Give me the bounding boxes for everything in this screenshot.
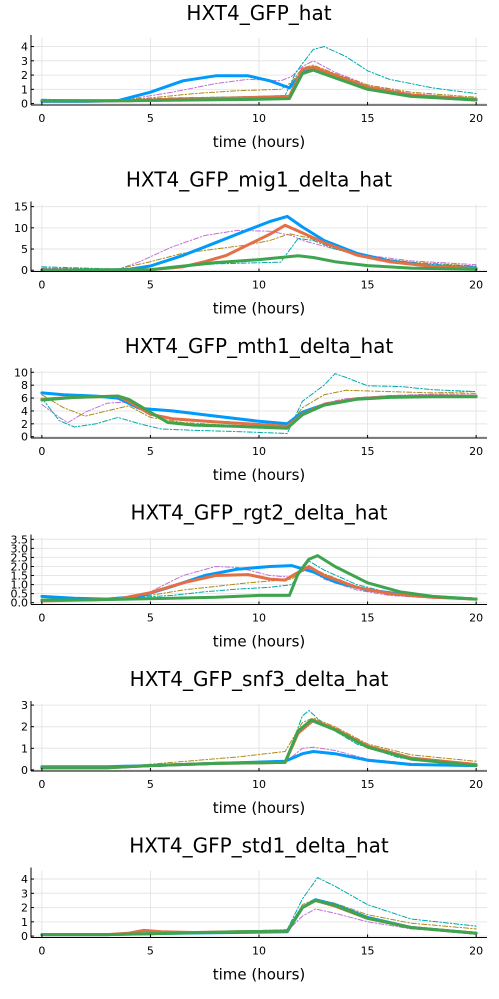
chart-title: HXT4_GFP_mig1_delta_hat: [126, 168, 392, 192]
y-tick-label: 2.0: [11, 560, 29, 573]
x-tick-label: 15: [361, 945, 375, 958]
x-axis-label: time (hours): [213, 799, 306, 817]
series-3-line: [40, 68, 478, 103]
series-6-line: [41, 373, 477, 434]
x-tick-label: 5: [147, 112, 154, 125]
series-group: [40, 710, 478, 770]
x-tick-label: 20: [469, 279, 483, 292]
y-tick-label: 2: [21, 69, 28, 82]
x-tick-label: 0: [38, 445, 45, 458]
x-tick-label: 20: [469, 112, 483, 125]
x-axis-label: time (hours): [213, 133, 306, 151]
y-tick-label: 0: [21, 930, 28, 943]
series-group: [40, 46, 478, 103]
series-group: [40, 554, 478, 603]
panel-4: HXT4_GFP_rgt2_delta_hat 0 5 10 15 20 0.00.51.0…: [11, 501, 487, 651]
x-tick-label: 0: [38, 945, 45, 958]
x-tick-label: 10: [252, 778, 266, 791]
y-tick-label: 3.0: [11, 542, 29, 555]
y-tick-label: 3: [21, 55, 28, 68]
x-tick-label: 15: [361, 112, 375, 125]
y-tick-label: 4: [21, 405, 28, 418]
grid: [31, 870, 487, 938]
y-tick-label: 3: [21, 699, 28, 712]
series-2-line: [40, 565, 478, 603]
x-tick-label: 20: [469, 778, 483, 791]
chart-title: HXT4_GFP_hat: [186, 1, 331, 25]
y-tick-label: 6: [21, 392, 28, 405]
x-tick-label: 15: [361, 279, 375, 292]
x-axis-label: time (hours): [213, 466, 306, 484]
y-tick-label: 3: [21, 887, 28, 900]
x-axis-label: time (hours): [213, 966, 306, 984]
x-tick-label: 5: [147, 445, 154, 458]
x-tick-label: 15: [361, 612, 375, 625]
y-tick-label: 1: [21, 742, 28, 755]
x-tick-label: 20: [469, 445, 483, 458]
y-tick-label: 2.5: [11, 551, 29, 564]
y-tick-label: 2: [21, 418, 28, 431]
x-tick-label: 0: [38, 279, 45, 292]
x-tick-label: 20: [469, 945, 483, 958]
y-tick-label: 1: [21, 916, 28, 929]
x-axis-label: time (hours): [213, 633, 306, 651]
y-tick-label: 0.0: [11, 597, 29, 610]
series-3-line: [40, 718, 478, 770]
x-tick-label: 5: [147, 778, 154, 791]
x-tick-label: 5: [147, 945, 154, 958]
y-tick-label: 15: [14, 201, 28, 214]
y-tick-label: 10: [14, 366, 28, 379]
y-tick-label: 0.5: [11, 588, 29, 601]
y-tick-label: 0: [21, 264, 28, 277]
series-3-line: [40, 394, 478, 430]
x-tick-label: 15: [361, 778, 375, 791]
y-tick-label: 4: [21, 41, 28, 54]
y-tick-label: 1.5: [11, 570, 29, 583]
x-tick-label: 20: [469, 612, 483, 625]
x-tick-label: 10: [252, 112, 266, 125]
chart-title: HXT4_GFP_mth1_delta_hat: [125, 334, 394, 358]
series-3-line: [40, 898, 478, 937]
x-tick-label: 15: [361, 445, 375, 458]
x-tick-label: 10: [252, 445, 266, 458]
series-5-line: [41, 64, 477, 102]
series-group: [40, 214, 478, 272]
x-tick-label: 0: [38, 778, 45, 791]
series-group: [40, 373, 478, 434]
y-tick-label: 0: [21, 764, 28, 777]
series-group: [40, 877, 478, 937]
y-tick-label: 0: [21, 98, 28, 111]
y-tick-label: 10: [14, 222, 28, 235]
y-tick-label: 2: [21, 721, 28, 734]
chart-title: HXT4_GFP_rgt2_delta_hat: [131, 501, 388, 525]
x-tick-label: 5: [147, 612, 154, 625]
y-tick-label: 2: [21, 902, 28, 915]
series-3-line: [40, 254, 478, 272]
y-tick-label: 8: [21, 379, 28, 392]
x-tick-label: 5: [147, 279, 154, 292]
chart-title: HXT4_GFP_snf3_delta_hat: [130, 667, 389, 691]
y-tick-label: 1: [21, 83, 28, 96]
x-tick-label: 0: [38, 612, 45, 625]
y-tick-label: 3.5: [11, 533, 29, 546]
y-tick-label: 0: [21, 431, 28, 444]
x-axis-label: time (hours): [213, 300, 306, 318]
y-tick-label: 4: [21, 873, 28, 886]
x-tick-label: 10: [252, 945, 266, 958]
x-tick-label: 10: [252, 279, 266, 292]
panel-5: HXT4_GFP_snf3_delta_hat 0 5 10 15 20 0 1 2 3 time …: [21, 667, 487, 817]
series-3-line: [40, 554, 478, 602]
y-tick-label: 1.0: [11, 579, 29, 592]
panel-2: HXT4_GFP_mig1_delta_hat 0 5 10 15 20 0 5 10 15 tim…: [14, 168, 487, 318]
chart-title: HXT4_GFP_std1_delta_hat: [129, 834, 389, 858]
y-tick-label: 5: [21, 243, 28, 256]
x-tick-label: 10: [252, 612, 266, 625]
series-5-line: [41, 389, 477, 429]
x-tick-label: 0: [38, 112, 45, 125]
